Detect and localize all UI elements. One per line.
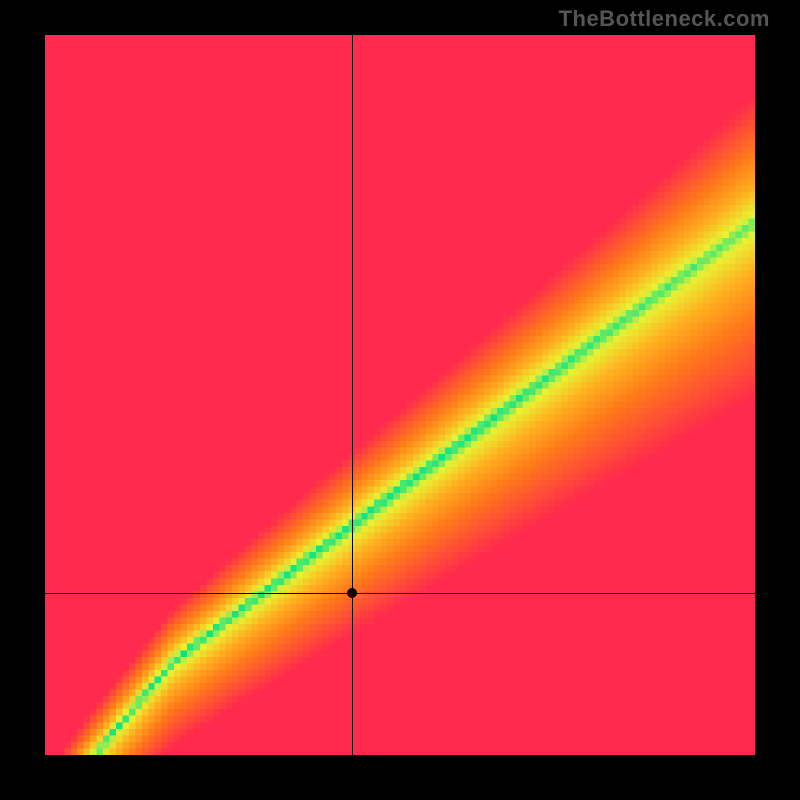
- watermark-text: TheBottleneck.com: [559, 6, 770, 32]
- bottleneck-heatmap: [45, 35, 755, 755]
- chart-container: { "watermark": { "text": "TheBottleneck.…: [0, 0, 800, 800]
- crosshair-horizontal-line: [45, 593, 755, 594]
- crosshair-vertical-line: [352, 35, 353, 755]
- crosshair-marker-dot: [347, 588, 357, 598]
